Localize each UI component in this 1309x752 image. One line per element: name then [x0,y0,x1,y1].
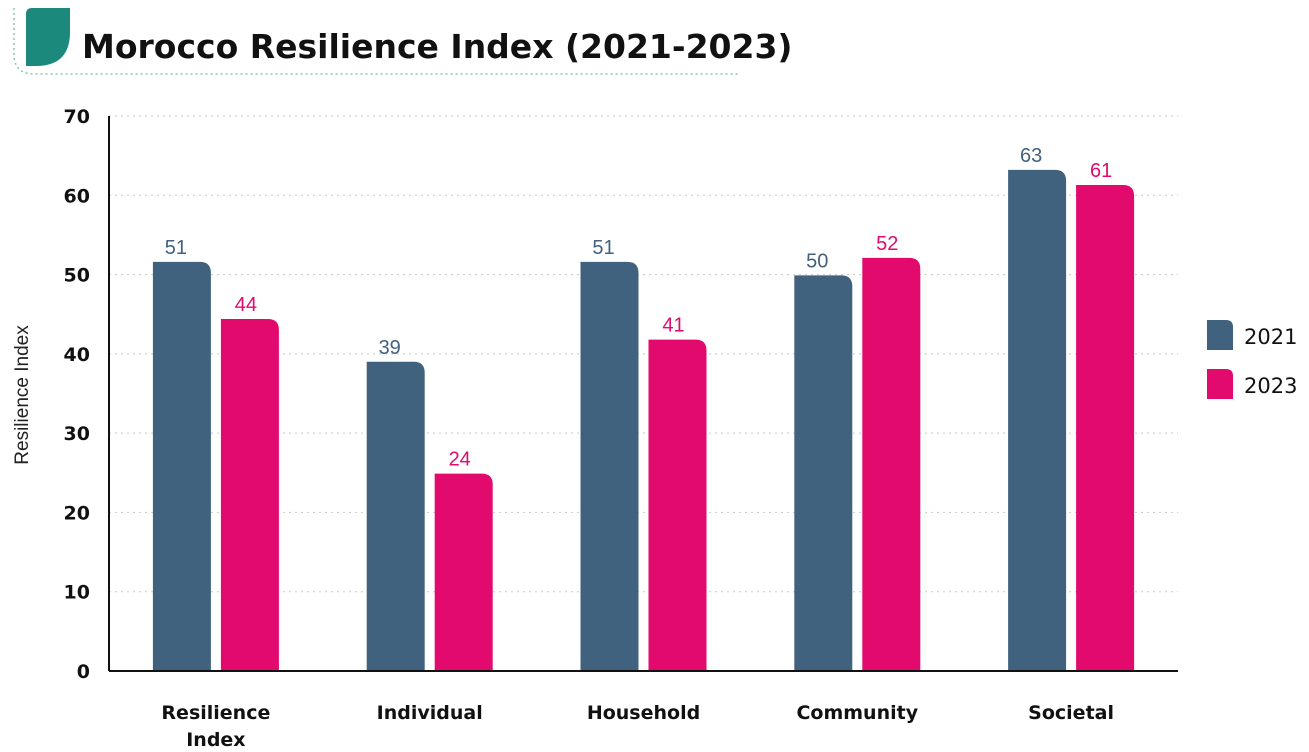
legend-swatch-2023 [1207,369,1233,399]
data-label-2023: 52 [876,233,898,255]
y-tick-label: 40 [64,344,90,366]
bar-2021 [152,261,211,671]
data-label-2021: 51 [165,237,187,259]
y-tick-label: 60 [64,185,90,207]
bar-2021 [366,361,425,671]
bar-2023 [1076,184,1135,671]
grid-lines [109,115,1178,593]
category-label: Individual [377,702,483,724]
data-label-2021: 39 [379,337,401,359]
data-label-2023: 44 [235,294,257,316]
data-label-2023: 61 [1090,160,1112,182]
y-tick-label: 20 [64,502,90,524]
legend-label-2021: 2021 [1244,325,1297,349]
bar-2021 [1008,169,1067,671]
y-tick-label: 50 [64,265,90,287]
y-tick-label: 0 [77,661,90,683]
category-label: Index [186,729,245,751]
data-labels: 51 44 39 24 51 41 50 52 63 61 [165,145,1112,471]
bar-2023 [220,318,279,671]
category-label: Household [587,702,700,724]
y-tick-labels: 0 10 20 30 40 50 60 70 [64,106,90,683]
bar-2023 [862,257,921,671]
data-label-2021: 50 [806,250,828,272]
legend-label-2023: 2023 [1244,374,1297,398]
category-label: Societal [1028,702,1114,724]
category-label: Resilience [161,702,270,724]
category-labels: Resilience Index Individual Household Commun… [161,702,1114,751]
legend-swatch-2021 [1207,320,1233,350]
data-label-2021: 63 [1020,145,1042,167]
y-tick-label: 10 [64,582,90,604]
legend-item-2023: 2023 [1207,369,1297,399]
title-dotted-rule [13,8,740,75]
chart-title: Morocco Resilience Index (2021-2023) [82,27,793,66]
y-tick-label: 30 [64,423,90,445]
bar-2021 [580,261,639,671]
data-label-2023: 41 [662,315,684,337]
data-label-2023: 24 [449,449,471,471]
bar-2023 [434,473,493,671]
data-label-2021: 51 [592,237,614,259]
y-tick-label: 70 [64,106,90,128]
y-axis-label: Resilience Index [12,325,33,465]
category-label: Community [796,702,918,724]
legend: 2021 2023 [1207,320,1297,399]
bars [152,169,1135,671]
bar-2021 [794,275,853,671]
legend-item-2021: 2021 [1207,320,1297,350]
bar-2023 [648,339,707,671]
leaf-icon [26,8,70,66]
title-area: Morocco Resilience Index (2021-2023) [13,8,793,75]
